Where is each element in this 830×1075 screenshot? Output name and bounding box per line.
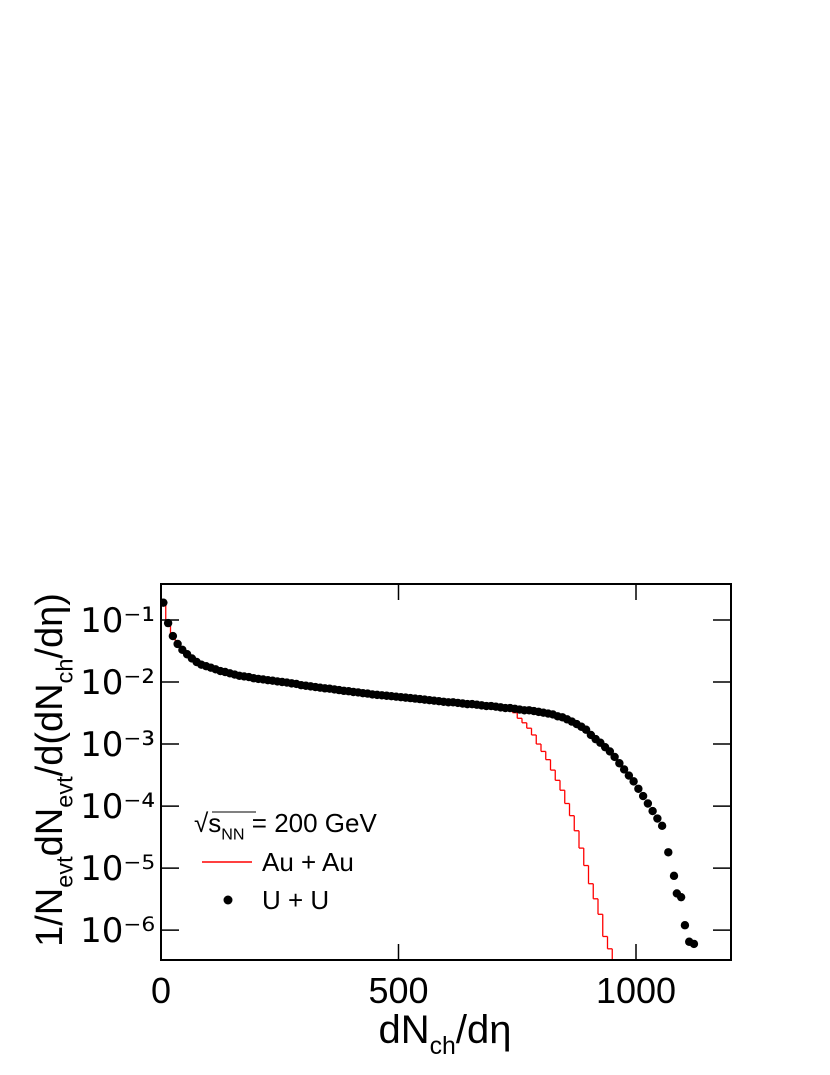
- data-point: [669, 871, 679, 881]
- data-point: [173, 639, 182, 649]
- legend-label: U + U: [262, 885, 329, 915]
- y-axis-title-part: 1/N: [29, 888, 71, 947]
- legend-label: Au + Au: [262, 847, 354, 877]
- y-axis-title-part: /dη): [29, 593, 71, 658]
- data-point: [643, 799, 653, 808]
- data-point: [163, 618, 173, 628]
- x-axis-title-part: /dη: [456, 1008, 512, 1052]
- y-axis-title-part: evt: [52, 776, 78, 808]
- data-point: [624, 771, 634, 780]
- data-point: [638, 791, 648, 801]
- y-axis-title-part: evt: [52, 856, 78, 888]
- y-axis-title-part: /d(dN: [29, 683, 71, 776]
- y-tick-label: 10⁻⁶: [80, 911, 155, 951]
- legend-header-part: NN: [221, 825, 244, 843]
- legend-header-part: = 200 GeV: [245, 808, 378, 838]
- y-tick-label: 10⁻⁴: [80, 787, 155, 827]
- data-point: [610, 752, 619, 762]
- legend-header-part: √: [194, 808, 209, 838]
- y-tick-label: 10⁻³: [80, 725, 155, 765]
- x-tick-label: 0: [151, 970, 171, 1011]
- data-point: [634, 784, 643, 793]
- data-point: [664, 848, 673, 857]
- x-tick-label: 500: [368, 970, 428, 1011]
- data-point: [689, 939, 699, 949]
- y-axis-title-part: dN: [29, 808, 71, 857]
- data-point: [619, 765, 629, 774]
- x-axis-title-part: ch: [430, 1033, 456, 1060]
- y-axis-title-part: ch: [52, 659, 78, 684]
- data-point: [615, 759, 624, 768]
- y-axis-title: 1/NevtdNevt/d(dNch/dη): [29, 593, 78, 947]
- x-axis-title-part: dN: [379, 1008, 430, 1052]
- x-axis-title: dNch/dη: [379, 1008, 512, 1060]
- legend-swatch: [223, 895, 233, 905]
- y-tick-label: 10⁻¹: [80, 601, 155, 641]
- data-point: [657, 821, 667, 831]
- data-point: [676, 892, 686, 902]
- data-point: [168, 631, 178, 641]
- data-point: [653, 814, 662, 823]
- data-point: [161, 598, 168, 607]
- y-tick-label: 10⁻⁵: [80, 849, 155, 889]
- data-point: [629, 777, 638, 786]
- data-point: [680, 921, 690, 930]
- x-tick-label: 1000: [596, 970, 676, 1011]
- data-point: [648, 806, 657, 816]
- y-tick-label: 10⁻²: [80, 663, 155, 703]
- legend-header-part: s: [208, 808, 221, 838]
- data-point: [605, 747, 615, 756]
- plot-area: [161, 598, 731, 960]
- plot-frame: [160, 583, 732, 961]
- legend-header: √sNN = 200 GeV: [194, 808, 377, 843]
